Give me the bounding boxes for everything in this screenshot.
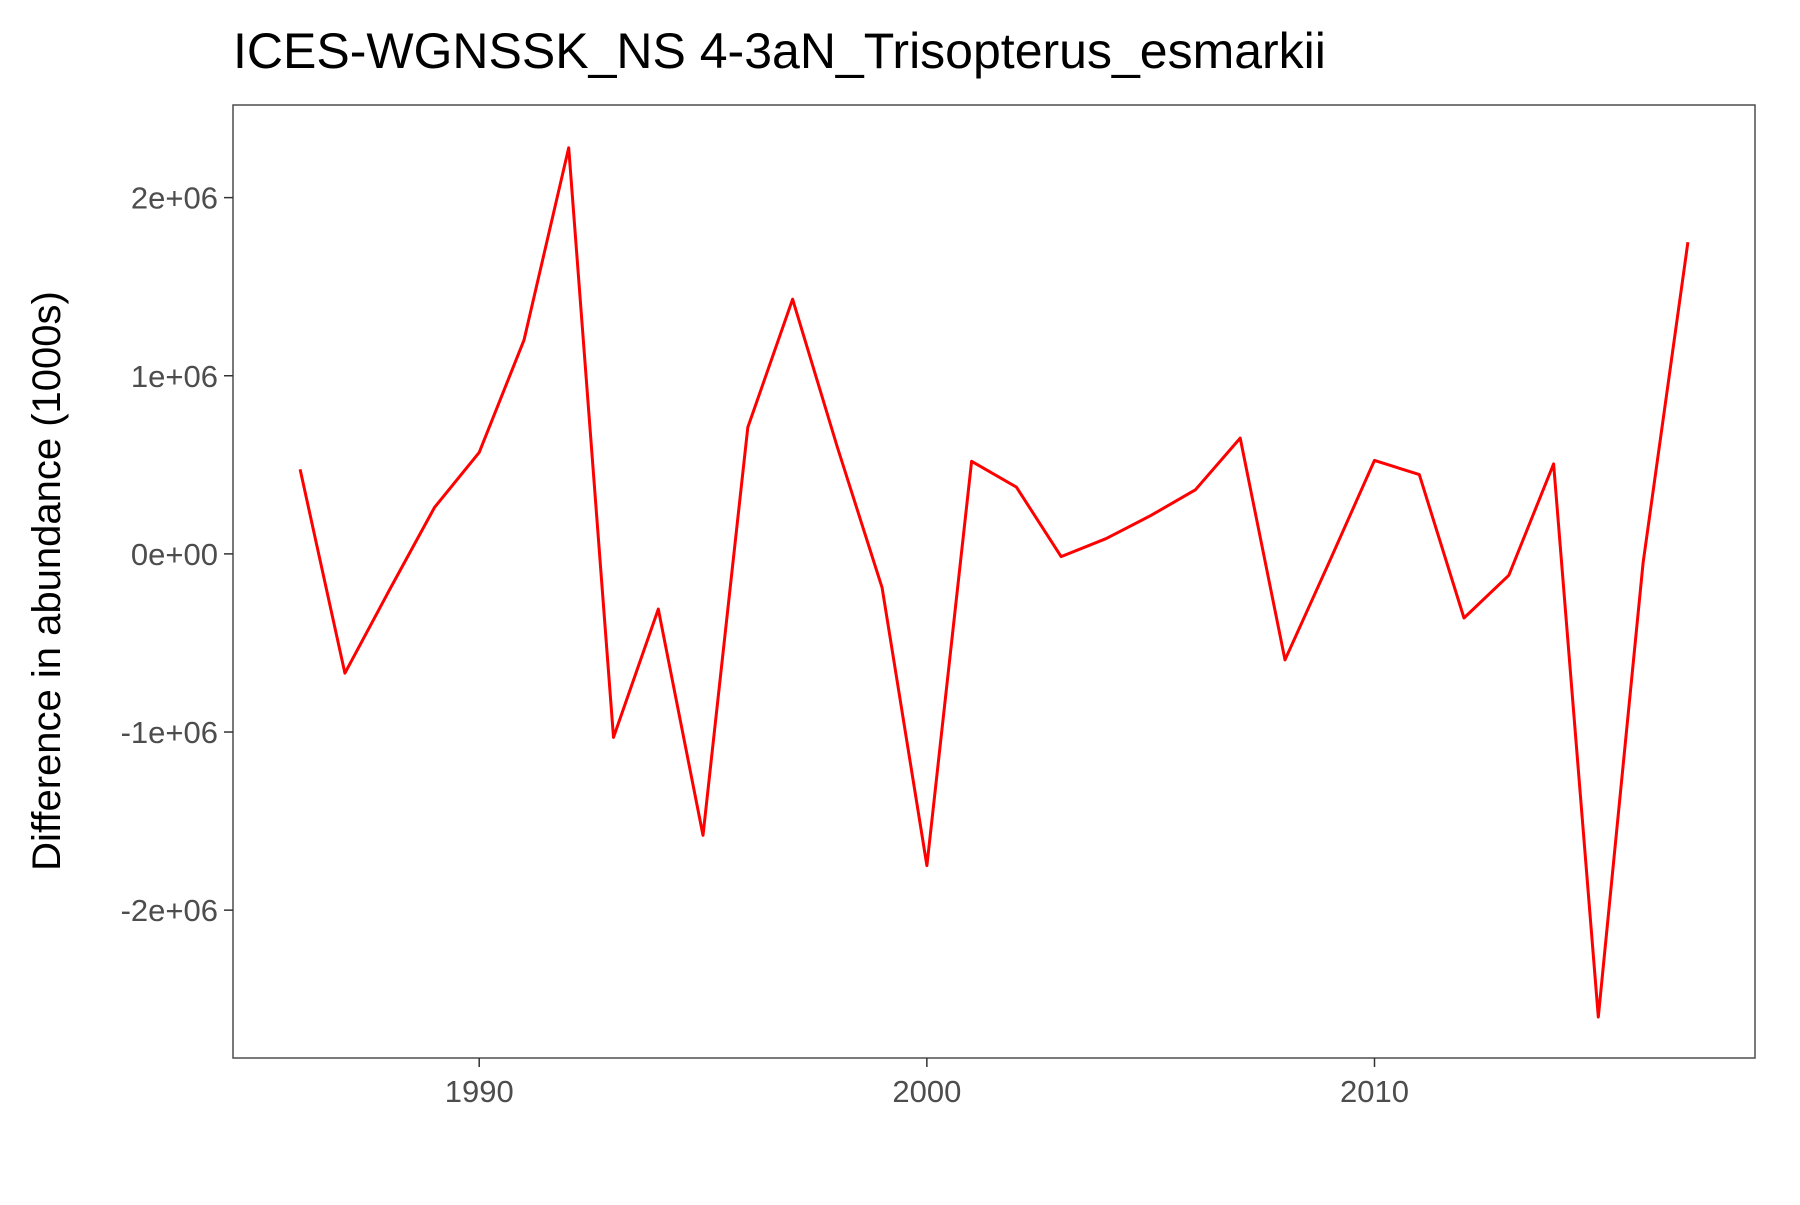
y-tick-label: -1e+06	[121, 715, 218, 750]
y-axis-label: Difference in abundance (1000s)	[25, 291, 69, 871]
y-tick-label: 2e+06	[131, 181, 218, 216]
series-line	[298, 146, 1690, 1019]
y-tick-label: -2e+06	[121, 893, 218, 928]
y-axis: 2e+06 1e+06 0e+00 -1e+06 -2e+06	[121, 181, 233, 928]
chart-title: ICES-WGNSSK_NS 4-3aN_Trisopterus_esmarki…	[233, 23, 1326, 79]
x-tick-label: 2000	[892, 1074, 961, 1109]
plot-panel	[232, 104, 1756, 1059]
x-tick-label: 2010	[1340, 1074, 1409, 1109]
x-axis: 1990 2000 2010	[445, 1058, 1409, 1109]
y-tick-label: 0e+00	[131, 537, 218, 572]
x-tick-label: 1990	[445, 1074, 514, 1109]
y-tick-label: 1e+06	[131, 359, 218, 394]
series-layer	[298, 146, 1690, 1019]
